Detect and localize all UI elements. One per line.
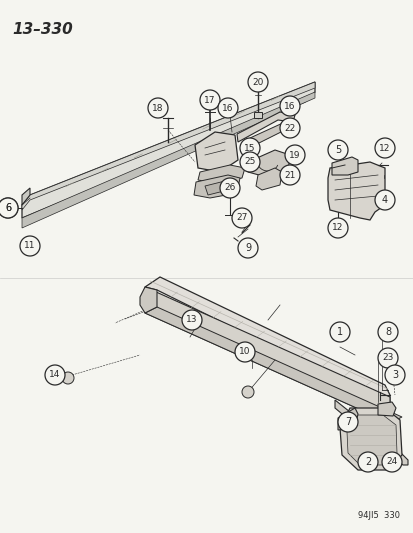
Text: 10: 10	[239, 348, 250, 357]
Circle shape	[240, 138, 259, 158]
Circle shape	[377, 322, 397, 342]
Text: 16: 16	[222, 103, 233, 112]
Text: 12: 12	[378, 143, 390, 152]
Text: 18: 18	[152, 103, 164, 112]
Circle shape	[327, 218, 347, 238]
Circle shape	[279, 96, 299, 116]
Circle shape	[62, 372, 74, 384]
Text: 23: 23	[381, 353, 393, 362]
Text: 2: 2	[364, 457, 370, 467]
Circle shape	[337, 412, 357, 432]
Polygon shape	[22, 188, 30, 205]
Text: 9: 9	[244, 243, 250, 253]
Text: 27: 27	[236, 214, 247, 222]
Circle shape	[357, 452, 377, 472]
Text: 94JI5  330: 94JI5 330	[357, 511, 399, 520]
Circle shape	[231, 208, 252, 228]
Polygon shape	[339, 408, 401, 470]
Circle shape	[374, 138, 394, 158]
Text: 19: 19	[289, 150, 300, 159]
Polygon shape	[140, 287, 157, 313]
Circle shape	[247, 72, 267, 92]
Circle shape	[0, 198, 18, 218]
Text: 11: 11	[24, 241, 36, 251]
Circle shape	[384, 365, 404, 385]
Polygon shape	[254, 112, 261, 118]
Circle shape	[329, 322, 349, 342]
Polygon shape	[249, 122, 294, 145]
Circle shape	[284, 145, 304, 165]
Circle shape	[377, 348, 397, 368]
Text: 17: 17	[204, 95, 215, 104]
Circle shape	[327, 140, 347, 160]
Text: 21: 21	[284, 171, 295, 180]
Polygon shape	[331, 157, 357, 175]
Text: 6: 6	[5, 203, 11, 213]
Circle shape	[0, 198, 18, 218]
Circle shape	[218, 98, 237, 118]
Circle shape	[199, 90, 219, 110]
Polygon shape	[145, 277, 389, 405]
Text: 5: 5	[334, 145, 340, 155]
Text: 15: 15	[244, 143, 255, 152]
Circle shape	[20, 236, 40, 256]
Polygon shape	[145, 287, 389, 423]
Circle shape	[240, 152, 259, 172]
Polygon shape	[22, 82, 314, 210]
Polygon shape	[22, 82, 314, 218]
Text: 12: 12	[332, 223, 343, 232]
Polygon shape	[204, 181, 228, 195]
Polygon shape	[145, 307, 401, 423]
Polygon shape	[22, 92, 314, 228]
Circle shape	[182, 310, 202, 330]
Circle shape	[242, 386, 254, 398]
Text: 3: 3	[391, 370, 397, 380]
Polygon shape	[247, 150, 289, 178]
Circle shape	[374, 190, 394, 210]
Polygon shape	[334, 400, 407, 465]
Polygon shape	[255, 168, 281, 190]
Text: 24: 24	[385, 457, 396, 466]
Circle shape	[279, 118, 299, 138]
Text: 25: 25	[244, 157, 255, 166]
Polygon shape	[195, 132, 237, 172]
Circle shape	[381, 452, 401, 472]
Polygon shape	[197, 165, 244, 183]
Text: 13: 13	[186, 316, 197, 325]
Text: 14: 14	[49, 370, 61, 379]
Polygon shape	[346, 415, 396, 465]
Polygon shape	[377, 402, 395, 416]
Text: 20: 20	[252, 77, 263, 86]
Circle shape	[147, 98, 168, 118]
Text: 22: 22	[284, 124, 295, 133]
Text: 8: 8	[384, 327, 390, 337]
Circle shape	[219, 178, 240, 198]
Polygon shape	[327, 162, 384, 220]
Circle shape	[237, 238, 257, 258]
Text: 26: 26	[224, 183, 235, 192]
Text: 13–330: 13–330	[12, 22, 73, 37]
Circle shape	[235, 342, 254, 362]
Polygon shape	[337, 408, 357, 430]
Text: 6: 6	[5, 203, 11, 213]
Circle shape	[45, 365, 65, 385]
Text: 4: 4	[381, 195, 387, 205]
Circle shape	[279, 165, 299, 185]
Text: 7: 7	[344, 417, 350, 427]
Polygon shape	[236, 112, 294, 142]
Polygon shape	[194, 175, 240, 198]
Text: 1: 1	[336, 327, 342, 337]
Text: 16: 16	[284, 101, 295, 110]
